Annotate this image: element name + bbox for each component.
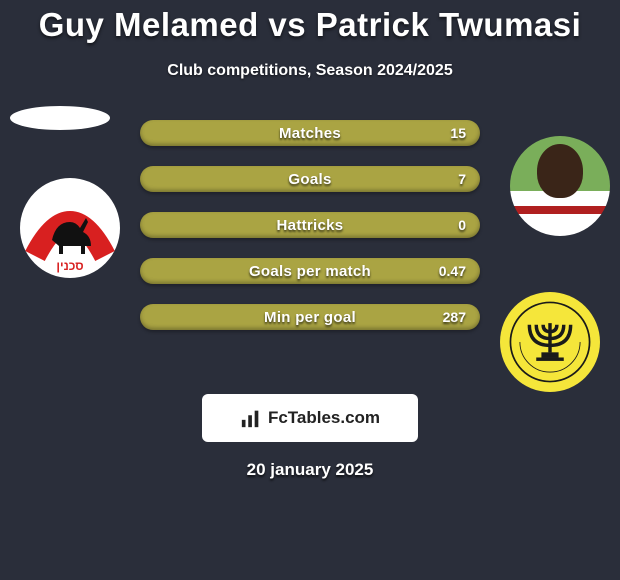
menorah-badge-icon <box>507 299 593 385</box>
player-left-placeholder <box>10 106 110 130</box>
stat-label: Hattricks <box>277 217 344 234</box>
stat-value-right: 7 <box>458 171 466 187</box>
stat-label: Min per goal <box>264 309 356 326</box>
svg-text:סכנין: סכנין <box>56 259 83 273</box>
stat-value-right: 287 <box>443 309 466 325</box>
goat-logo-icon: סכנין <box>20 178 120 278</box>
stat-bar: Min per goal 287 <box>140 304 480 330</box>
stat-label: Goals per match <box>249 263 371 280</box>
club-logo-right <box>500 292 600 392</box>
stat-bars: Matches 15 Goals 7 Hattricks 0 Goals per… <box>140 120 480 350</box>
stat-value-right: 0 <box>458 217 466 233</box>
stat-value-right: 15 <box>450 125 466 141</box>
stat-label: Goals <box>288 171 331 188</box>
stat-bar: Matches 15 <box>140 120 480 146</box>
brand-text: FcTables.com <box>268 408 380 428</box>
stat-label: Matches <box>279 125 341 142</box>
subtitle: Club competitions, Season 2024/2025 <box>0 62 620 80</box>
stats-area: סכנין Matches 15 Goals 7 Hattricks 0 Goa… <box>0 120 620 360</box>
player-right-photo <box>510 136 610 236</box>
club-logo-left: סכנין <box>20 178 120 278</box>
chart-icon <box>240 407 262 429</box>
brand-box: FcTables.com <box>202 394 418 442</box>
page-title: Guy Melamed vs Patrick Twumasi <box>0 0 620 44</box>
player-head-icon <box>537 144 583 198</box>
date-text: 20 january 2025 <box>0 460 620 480</box>
stat-bar: Goals per match 0.47 <box>140 258 480 284</box>
stat-bar: Goals 7 <box>140 166 480 192</box>
stat-bar: Hattricks 0 <box>140 212 480 238</box>
stat-value-right: 0.47 <box>439 263 466 279</box>
